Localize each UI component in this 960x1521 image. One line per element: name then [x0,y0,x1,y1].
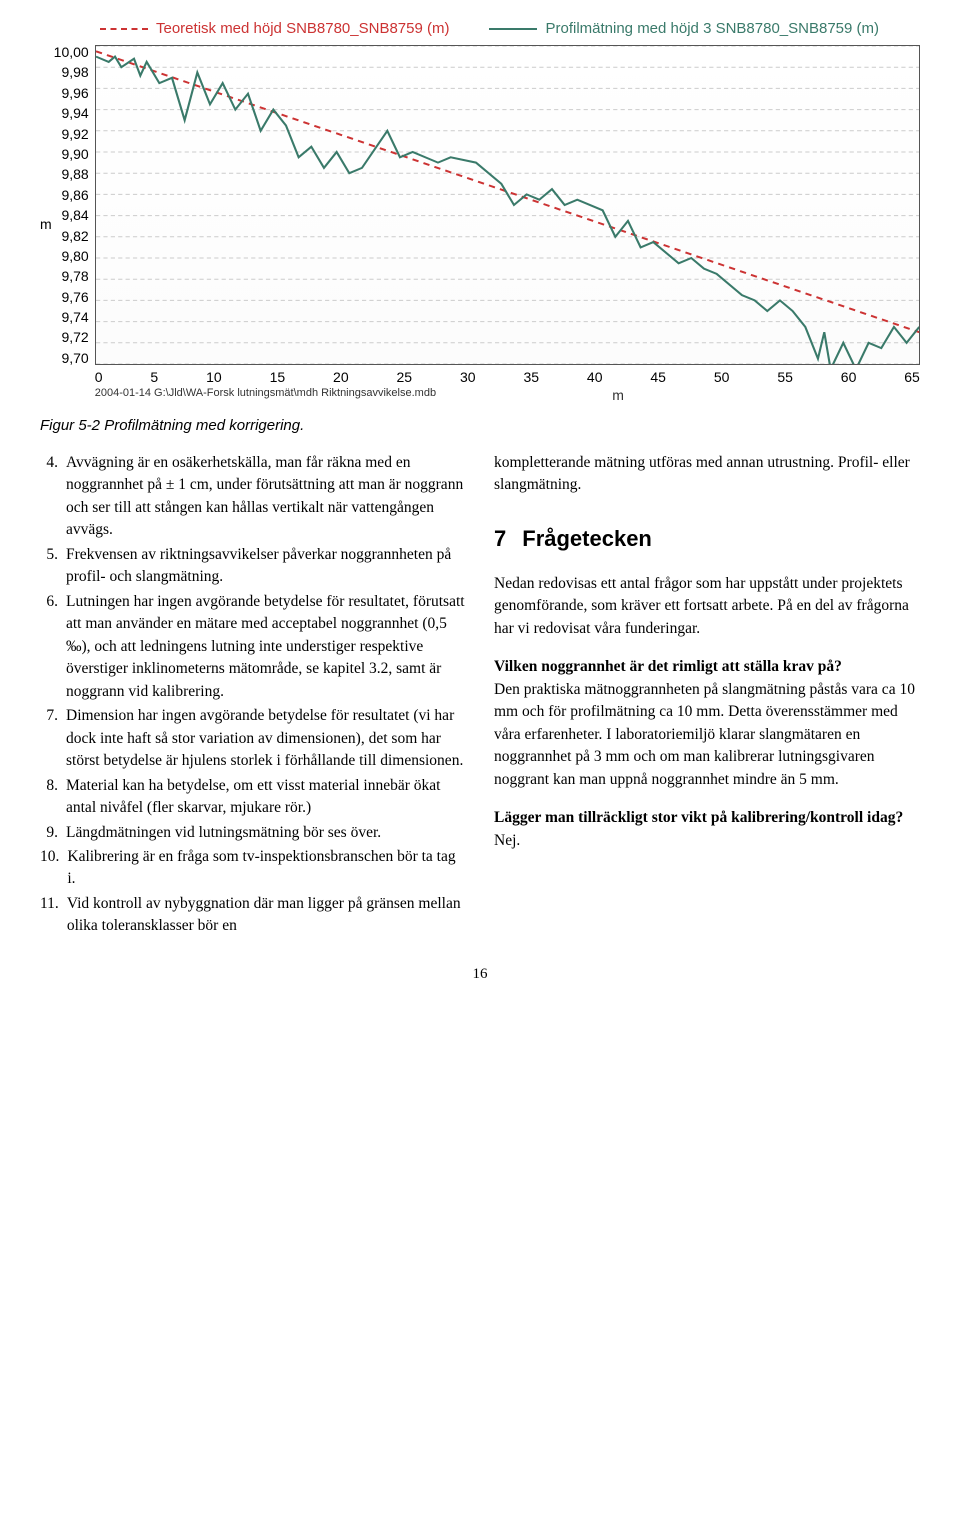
figure-caption: Figur 5-2 Profilmätning med korrigering. [40,417,920,434]
legend-item-theoretical: Teoretisk med höjd SNB8780_SNB8759 (m) [100,20,449,37]
y-tick: 9,70 [54,351,89,365]
list-text: Vid kontroll av nybyggnation där man lig… [67,893,466,938]
y-tick: 9,82 [54,229,89,243]
y-tick: 9,96 [54,86,89,100]
section-title: Frågetecken [522,523,652,555]
x-tick: 0 [95,369,103,385]
list-item: 4.Avvägning är en osäkerhetskälla, man f… [40,452,466,542]
section-heading: 7 Frågetecken [494,523,920,555]
plot-area [95,45,920,365]
y-tick: 9,76 [54,290,89,304]
legend-item-profile: Profilmätning med höjd 3 SNB8780_SNB8759… [489,20,879,37]
question-block: Vilken noggrannhet är det rimligt att st… [494,656,920,791]
list-number: 10. [40,846,67,891]
page-number: 16 [40,966,920,983]
x-axis-label: m [436,387,800,403]
list-item: 8.Material kan ha betydelse, om ett viss… [40,775,466,820]
list-text: Frekvensen av riktningsavvikelser påverk… [66,544,466,589]
list-item: 6.Lutningen har ingen avgörande betydels… [40,591,466,703]
x-tick: 10 [206,369,222,385]
y-tick: 9,90 [54,147,89,161]
paragraph: Nedan redovisas ett antal frågor som har… [494,573,920,640]
body-columns: 4.Avvägning är en osäkerhetskälla, man f… [40,452,920,940]
y-axis: 10,00 9,98 9,96 9,94 9,92 9,90 9,88 9,86 9,84 9,8… [54,45,95,365]
y-tick: 9,98 [54,65,89,79]
continuation-text: kompletterande mätning utföras med annan… [494,452,920,497]
x-tick: 60 [841,369,857,385]
list-number: 4. [40,452,66,542]
list-number: 5. [40,544,66,589]
list-text: Lutningen har ingen avgörande betydelse … [66,591,466,703]
x-tick: 20 [333,369,349,385]
left-column: 4.Avvägning är en osäkerhetskälla, man f… [40,452,466,940]
y-tick: 9,94 [54,106,89,120]
y-tick: 9,72 [54,330,89,344]
list-item: 11.Vid kontroll av nybyggnation där man … [40,893,466,938]
x-tick: 55 [777,369,793,385]
chart-area: m 10,00 9,98 9,96 9,94 9,92 9,90 9,88 9,86 9,84 9… [40,45,920,403]
list-number: 8. [40,775,66,820]
legend-swatch-dashed [100,28,148,30]
list-item: 5.Frekvensen av riktningsavvikelser påve… [40,544,466,589]
x-tick: 30 [460,369,476,385]
plot-box: 0 5 10 15 20 25 30 35 40 45 50 55 60 65 2004-01-14 G:… [95,45,920,403]
x-tick: 15 [270,369,286,385]
legend-swatch-solid [489,28,537,30]
list-item: 7.Dimension har ingen avgörande betydels… [40,705,466,772]
list-text: Avvägning är en osäkerhetskälla, man får… [66,452,466,542]
y-tick: 9,78 [54,269,89,283]
y-tick: 9,92 [54,127,89,141]
plot-svg [96,46,919,364]
list-number: 6. [40,591,66,703]
x-tick: 25 [397,369,413,385]
x-tick: 45 [650,369,666,385]
chart-source-path: 2004-01-14 G:\Jld\WA-Forsk lutningsmät\m… [95,387,436,403]
question-heading: Vilken noggrannhet är det rimligt att st… [494,658,842,675]
right-column: kompletterande mätning utföras med annan… [494,452,920,940]
numbered-list: 4.Avvägning är en osäkerhetskälla, man f… [40,452,466,938]
list-number: 7. [40,705,66,772]
answer-text: Den praktiska mätnoggrannheten på slangm… [494,681,915,788]
answer-text: Nej. [494,832,520,849]
chart-legend: Teoretisk med höjd SNB8780_SNB8759 (m) P… [40,20,920,37]
y-tick: 9,88 [54,167,89,181]
x-tick: 5 [150,369,158,385]
y-tick: 10,00 [54,45,89,59]
x-tick: 40 [587,369,603,385]
x-tick: 50 [714,369,730,385]
x-tick: 35 [523,369,539,385]
question-block: Lägger man tillräckligt stor vikt på kal… [494,807,920,852]
list-text: Längdmätningen vid lutningsmätning bör s… [66,822,466,844]
chart-footer: 2004-01-14 G:\Jld\WA-Forsk lutningsmät\m… [95,387,920,403]
list-item: 9.Längdmätningen vid lutningsmätning bör… [40,822,466,844]
y-tick: 9,84 [54,208,89,222]
list-item: 10.Kalibrering är en fråga som tv-inspek… [40,846,466,891]
list-text: Dimension har ingen avgörande betydelse … [66,705,466,772]
x-tick: 65 [904,369,920,385]
y-axis-label: m [40,216,52,232]
list-text: Kalibrering är en fråga som tv-inspektio… [67,846,466,891]
chart-figure: Teoretisk med höjd SNB8780_SNB8759 (m) P… [40,20,920,403]
y-tick: 9,74 [54,310,89,324]
y-tick: 9,80 [54,249,89,263]
legend-label: Teoretisk med höjd SNB8780_SNB8759 (m) [156,20,449,37]
section-number: 7 [494,523,506,555]
y-tick: 9,86 [54,188,89,202]
list-text: Material kan ha betydelse, om ett visst … [66,775,466,820]
question-heading: Lägger man tillräckligt stor vikt på kal… [494,809,903,826]
list-number: 11. [40,893,67,938]
x-axis: 0 5 10 15 20 25 30 35 40 45 50 55 60 65 [95,365,920,385]
list-number: 9. [40,822,66,844]
legend-label: Profilmätning med höjd 3 SNB8780_SNB8759… [545,20,879,37]
